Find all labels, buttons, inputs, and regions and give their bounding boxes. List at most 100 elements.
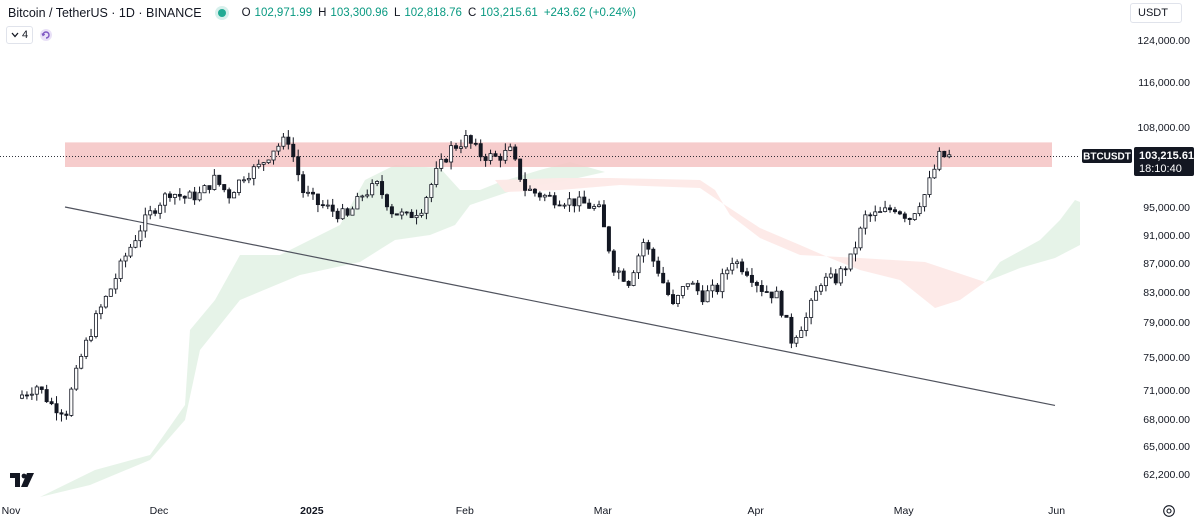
candle-body	[562, 204, 567, 207]
candle-body	[789, 316, 794, 344]
settings-gear-icon[interactable]	[1162, 504, 1176, 518]
candle-body	[685, 283, 690, 287]
candle-body	[266, 159, 271, 164]
candle-body	[508, 146, 513, 151]
candle-body	[340, 208, 345, 220]
candle-body	[409, 211, 414, 219]
candle-body	[291, 143, 296, 158]
candle-body	[345, 208, 350, 216]
candle-body	[892, 209, 897, 213]
candle-body	[656, 260, 661, 274]
candle-body	[360, 195, 365, 198]
candle-body	[256, 163, 261, 168]
x-tick-label: Apr	[748, 505, 765, 517]
candle-body	[89, 336, 94, 341]
candle-body	[631, 272, 636, 286]
indicators-toggle-button[interactable]: 4	[6, 26, 34, 44]
candle-body	[192, 191, 197, 201]
candle-body	[927, 177, 932, 195]
candle-body	[922, 194, 927, 208]
candle-body	[350, 208, 355, 216]
candle-body	[779, 290, 784, 316]
candle-body	[592, 206, 597, 209]
candle-body	[523, 178, 528, 191]
candle-body	[74, 367, 79, 390]
candle-body	[799, 330, 804, 338]
candle-body	[942, 150, 947, 158]
cloud-bullish	[40, 162, 605, 497]
y-tick-label: 75,000.00	[1143, 352, 1190, 364]
resistance-zone[interactable]	[65, 142, 1052, 167]
candle-body	[848, 253, 853, 270]
y-tick-label: 65,000.00	[1143, 441, 1190, 453]
candlestick-series	[19, 129, 952, 422]
candle-body	[611, 250, 616, 273]
symbol-title[interactable]: Bitcoin / TetherUS · 1D · BINANCE	[8, 6, 202, 20]
candle-body	[582, 196, 587, 204]
candle-body	[34, 386, 39, 395]
candle-body	[384, 194, 389, 208]
candle-body	[118, 260, 123, 279]
candle-body	[187, 191, 192, 199]
candle-body	[251, 166, 256, 179]
candle-body	[143, 214, 148, 232]
symbol-tag: BTCUSDT	[1083, 152, 1131, 163]
candle-body	[730, 263, 735, 271]
candle-body	[567, 198, 572, 206]
cloud-bearish	[495, 178, 985, 308]
candle-body	[749, 274, 754, 283]
low-key: L	[393, 7, 401, 19]
y-tick-label: 87,000.00	[1143, 258, 1190, 270]
candle-body	[804, 317, 809, 331]
candle-body	[937, 150, 942, 170]
candle-body	[754, 282, 759, 286]
candle-body	[330, 204, 335, 212]
candle-body	[207, 185, 212, 190]
candle-body	[646, 242, 651, 250]
candle-body	[320, 204, 325, 207]
candle-body	[636, 255, 641, 274]
x-tick-label: Mar	[594, 505, 613, 517]
candle-body	[675, 295, 680, 304]
y-tick-label: 79,000.00	[1143, 317, 1190, 329]
candle-body	[335, 210, 340, 220]
trend-line[interactable]	[64, 206, 1056, 407]
candle-body	[103, 295, 108, 308]
x-tick-label: Nov	[2, 505, 21, 517]
candle-body	[680, 286, 685, 296]
candle-body	[24, 394, 29, 397]
indicators-bar: 4	[6, 26, 53, 44]
ichimoku-cloud	[40, 162, 1080, 497]
candle-body	[39, 386, 44, 390]
last-price-label: 103,215.61	[1139, 150, 1194, 162]
high-value: 103,300.96	[330, 7, 388, 19]
candle-body	[690, 282, 695, 285]
candle-body	[809, 299, 814, 318]
candle-body	[281, 136, 286, 147]
candle-body	[626, 280, 631, 286]
candle-body	[769, 291, 774, 299]
candle-body	[745, 271, 750, 276]
candle-body	[217, 174, 222, 185]
market-status-icon[interactable]	[217, 9, 226, 17]
candle-body	[394, 213, 399, 216]
price-axis[interactable]: 124,000.00 116,000.00 108,000.00 95,000.00 9…	[1137, 35, 1190, 481]
candle-body	[113, 278, 118, 290]
candle-body	[468, 135, 473, 144]
candle-body	[306, 191, 311, 194]
candle-body	[883, 207, 888, 212]
candle-body	[735, 261, 740, 264]
candle-body	[498, 155, 503, 161]
candle-body	[838, 268, 843, 284]
refresh-icon[interactable]	[39, 28, 53, 42]
candle-body	[93, 313, 98, 337]
candle-body	[473, 142, 478, 145]
tradingview-logo-icon[interactable]	[10, 472, 38, 488]
time-axis[interactable]: Nov Dec 2025 Feb Mar Apr May Jun	[2, 505, 1066, 517]
candle-body	[172, 193, 177, 198]
candle-body	[666, 282, 671, 295]
last-price-tag-bg	[1134, 147, 1194, 176]
candle-body	[424, 197, 429, 214]
currency-selector[interactable]: USDT	[1130, 3, 1182, 23]
